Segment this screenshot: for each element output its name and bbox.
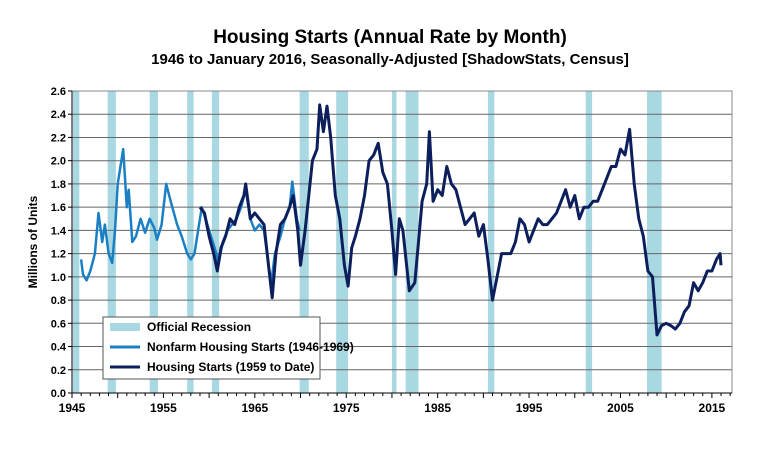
recession-band: [405, 91, 419, 393]
y-tick-label: 0.4: [51, 342, 67, 354]
y-tick-label: 0.0: [51, 388, 66, 400]
legend: Official Recession Nonfarm Housing Start…: [102, 316, 354, 380]
x-tick-label: 1955: [150, 401, 177, 415]
y-tick-label: 2.2: [51, 132, 66, 144]
housing-starts-line: [198, 103, 723, 337]
y-tick-label: 0.8: [51, 295, 66, 307]
y-tick-label: 1.6: [51, 202, 66, 214]
chart-subtitle: 1946 to January 2016, Seasonally-Adjuste…: [151, 51, 629, 68]
legend-label-recession: Official Recession: [147, 320, 251, 334]
y-axis-label: Millions of Units: [26, 195, 40, 288]
recession-band: [646, 91, 662, 393]
recession-band: [487, 91, 495, 393]
x-tick-label: 1965: [241, 401, 268, 415]
recession-band: [211, 91, 220, 393]
x-tick-label: 1995: [516, 401, 543, 415]
x-tick-label: 1975: [333, 401, 360, 415]
y-tick-label: 2.6: [51, 86, 66, 98]
recession-band: [149, 91, 158, 393]
y-tick-label: 0.2: [51, 365, 66, 377]
chart-title: Housing Starts (Annual Rate by Month): [213, 27, 567, 48]
legend-label-nonfarm: Nonfarm Housing Starts (1946-1969): [147, 340, 354, 354]
recession-band: [72, 91, 80, 393]
y-tick-label: 1.4: [51, 225, 67, 237]
y-tick-label: 2.4: [51, 109, 67, 121]
y-tick-label: 1.8: [51, 179, 66, 191]
y-tick-label: 0.6: [51, 318, 66, 330]
recession-band: [187, 91, 194, 393]
x-tick-label: 1945: [59, 401, 86, 415]
x-tick-label: 2005: [607, 401, 634, 415]
legend-label-housing-starts: Housing Starts (1959 to Date): [147, 360, 314, 374]
y-tick-label: 1.0: [51, 272, 66, 284]
x-tick-label: 1985: [424, 401, 451, 415]
y-tick-label: 1.2: [51, 249, 66, 261]
x-tick-label: 2015: [699, 401, 726, 415]
recession-band: [585, 91, 593, 393]
y-tick-label: 2.0: [51, 156, 66, 168]
recession-band: [107, 91, 116, 393]
legend-swatch-recession: [110, 323, 140, 331]
